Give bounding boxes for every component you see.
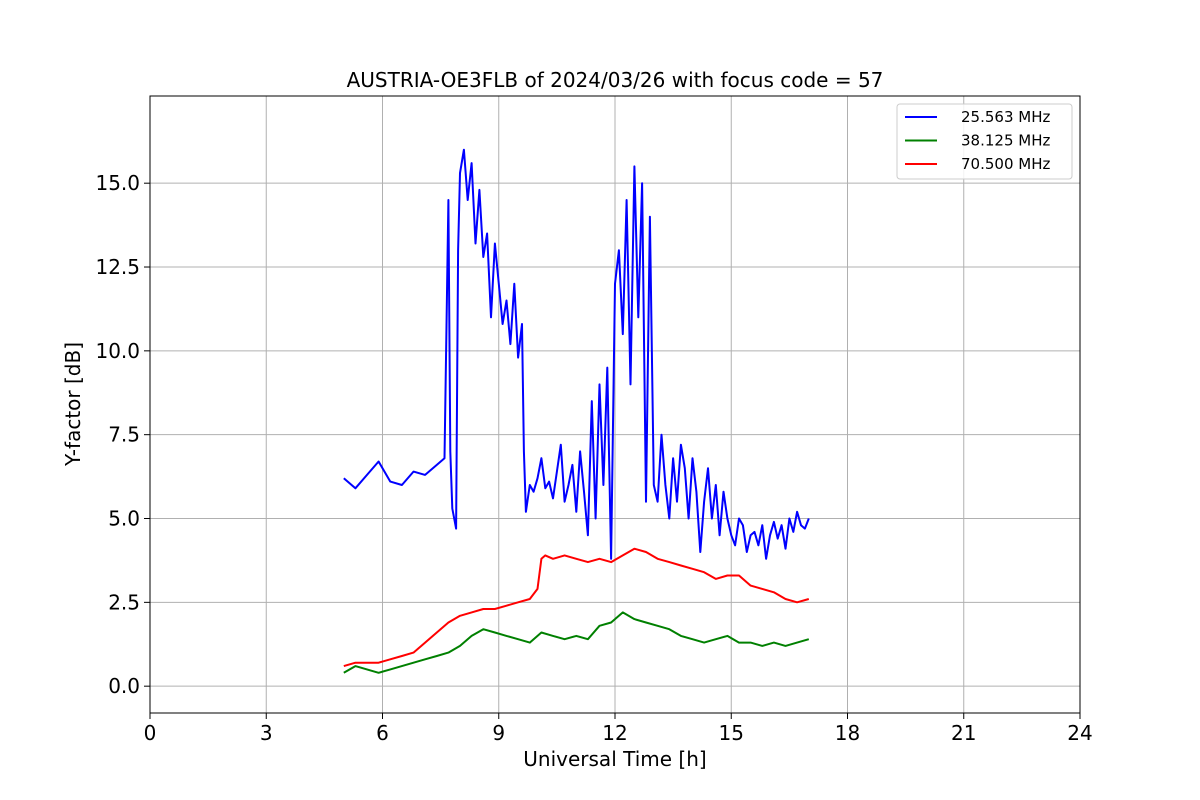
x-tick-label: 18 [835,721,860,745]
legend-box [896,103,1073,180]
x-tick-label: 12 [602,721,627,745]
legend-label-1: 38.125 MHz [961,132,1050,150]
y-tick-label: 2.5 [108,590,140,614]
series-line-0 [343,148,810,560]
x-tick-label: 24 [1067,721,1092,745]
y-tick-label: 5.0 [108,507,140,531]
y-tick-label: 0.0 [108,674,140,698]
y-tick-label: 12.5 [95,255,140,279]
chart-title: AUSTRIA-OE3FLB of 2024/03/26 with focus … [347,68,884,92]
y-axis-ticks: 0.0 2.5 5.0 7.5 10.0 12.5 15.0 [95,171,150,698]
x-tick-label: 6 [376,721,389,745]
x-tick-label: 15 [719,721,744,745]
legend-label-0: 25.563 MHz [961,108,1050,126]
legend-entries: 25.563 MHz 38.125 MHz 70.500 MHz [905,108,1050,173]
y-axis-label: Y-factor [dB] [61,342,85,467]
x-tick-label: 21 [951,721,976,745]
y-tick-label: 15.0 [95,171,140,195]
series-line-1 [343,611,810,674]
y-tick-label: 7.5 [108,423,140,447]
x-tick-label: 9 [492,721,505,745]
x-tick-label: 3 [260,721,273,745]
series-lines [343,148,810,674]
series-line-2 [343,547,810,668]
y-tick-label: 10.0 [95,339,140,363]
x-tick-label: 0 [144,721,157,745]
legend: 25.563 MHz 38.125 MHz 70.500 MHz [896,103,1073,180]
legend-label-2: 70.500 MHz [961,155,1050,173]
x-axis-ticks: 0 3 6 9 12 15 18 21 24 [144,713,1093,745]
x-axis-label: Universal Time [h] [523,747,706,771]
